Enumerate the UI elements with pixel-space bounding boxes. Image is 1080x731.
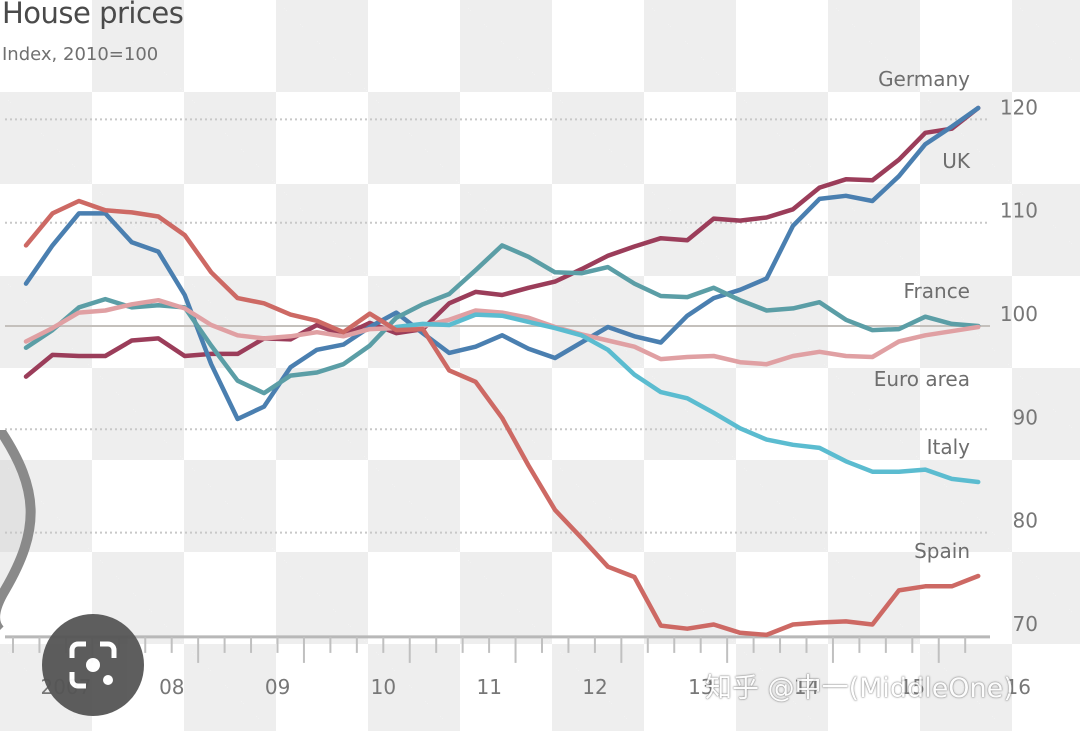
x-tick-label: 13 — [688, 675, 713, 699]
y-tick-label: 70 — [1013, 612, 1038, 636]
series-label-euro-area: Euro area — [874, 367, 970, 391]
series-label-italy: Italy — [927, 435, 971, 459]
x-tick-label: 12 — [582, 675, 607, 699]
google-lens-icon — [69, 641, 117, 689]
series-line-uk — [23, 105, 981, 422]
y-tick-label: 120 — [1000, 95, 1038, 119]
series-label-france: France — [903, 279, 970, 303]
x-tick-label: 14 — [794, 675, 819, 699]
y-tick-label: 110 — [1000, 199, 1038, 223]
y-tick-label: 80 — [1013, 509, 1038, 533]
x-tick-label: 11 — [476, 675, 501, 699]
chart-title: House prices — [2, 0, 184, 30]
series-label-spain: Spain — [914, 539, 970, 563]
chart-subtitle: Index, 2010=100 — [2, 44, 159, 65]
y-tick-label: 100 — [1000, 302, 1038, 326]
series-line-germany — [23, 105, 981, 379]
x-tick-label: 15 — [900, 675, 925, 699]
y-tick-label: 90 — [1013, 405, 1038, 429]
x-tick-label: 16 — [1005, 675, 1030, 699]
x-tick-label: 09 — [265, 675, 290, 699]
series-line-italy — [394, 312, 981, 485]
series-label-germany: Germany — [878, 67, 970, 91]
google-lens-button[interactable] — [42, 614, 144, 716]
series-line-euro-area — [23, 297, 981, 367]
x-tick-label: 10 — [371, 675, 396, 699]
series-line-spain — [23, 198, 981, 638]
watermark: 知乎 @中一(MiddleOne) — [705, 673, 1014, 704]
x-tick-label: 08 — [159, 675, 184, 699]
series-label-uk: UK — [942, 149, 971, 173]
side-handle-icon[interactable] — [0, 427, 40, 634]
